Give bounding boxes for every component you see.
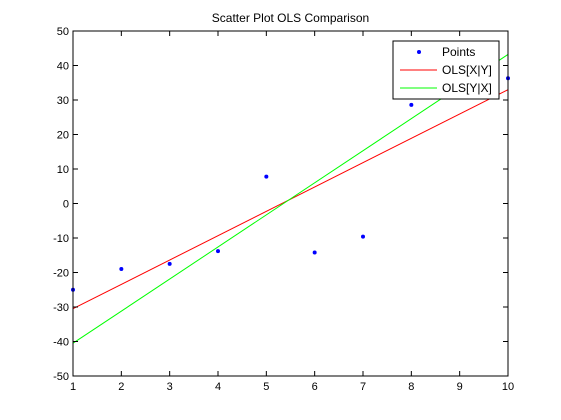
y-tick-label: -50	[53, 371, 69, 383]
data-point	[119, 267, 124, 272]
y-tick-label: 40	[57, 61, 69, 73]
y-tick-label: 30	[57, 95, 69, 107]
chart-title: Scatter Plot OLS Comparison	[212, 11, 369, 25]
x-tick-label: 8	[408, 381, 414, 393]
y-tick-label: -30	[53, 302, 69, 314]
legend-label: OLS[X|Y]	[442, 63, 492, 77]
x-tick-label: 3	[167, 381, 173, 393]
y-tick-label: 50	[57, 26, 69, 38]
y-tick-label: -40	[53, 337, 69, 349]
y-tick-label: -20	[53, 268, 69, 280]
x-tick-label: 2	[118, 381, 124, 393]
x-tick-label: 6	[312, 381, 318, 393]
y-tick-label: 20	[57, 130, 69, 142]
x-tick-label: 5	[263, 381, 269, 393]
legend-marker	[417, 50, 421, 54]
y-tick-label: -10	[53, 233, 69, 245]
y-tick-label: 0	[63, 199, 69, 211]
data-point	[167, 261, 172, 266]
series-line-2	[72, 54, 509, 344]
data-point	[216, 249, 220, 254]
legend-label: Points	[442, 45, 475, 59]
data-point	[361, 234, 365, 239]
legend-label: OLS[Y|X]	[442, 81, 492, 95]
data-point	[264, 174, 269, 179]
axis-layer: 1 2 3 4 5 6 7 8 9 10 -50 -40 -30 -20 -10 0 10 20 30 40 50	[53, 26, 514, 393]
x-tick-label: 1	[70, 381, 76, 393]
x-tick-label: 4	[215, 381, 221, 393]
x-tick-label: 7	[360, 381, 366, 393]
data-point	[312, 250, 317, 255]
x-tick-label: 9	[457, 381, 463, 393]
legend: Points OLS[X|Y] OLS[Y|X]	[392, 40, 500, 100]
y-tick-label: 10	[57, 164, 69, 176]
data-point	[409, 102, 414, 107]
x-tick-label: 10	[502, 381, 514, 393]
